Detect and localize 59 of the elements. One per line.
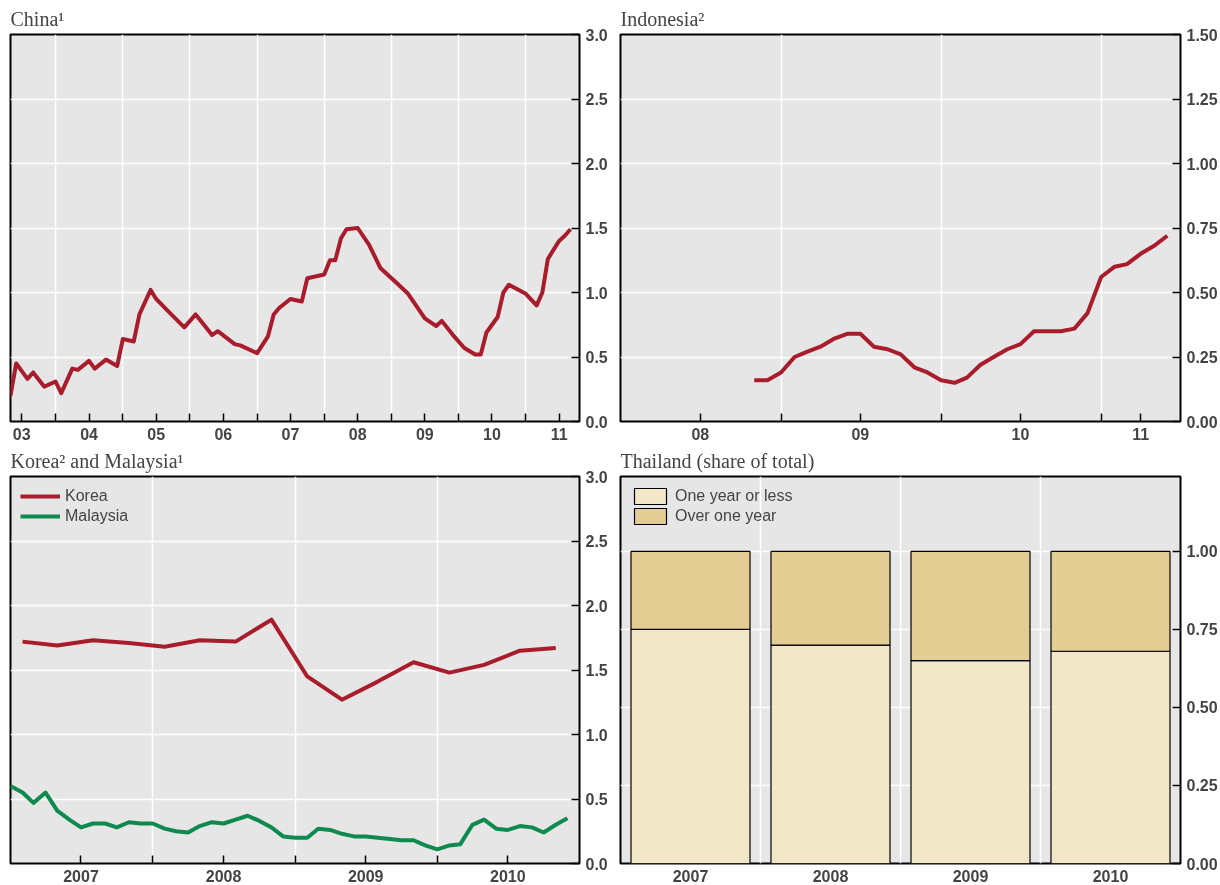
y-tick-label: 0.5 xyxy=(585,349,608,366)
line-series xyxy=(10,226,573,398)
y-tick-label: 0.50 xyxy=(1186,699,1218,717)
y-tick-label: 2.5 xyxy=(585,91,608,108)
y-tick-label: 0.00 xyxy=(1186,413,1218,431)
chart-title: China¹ xyxy=(10,7,65,30)
x-tick-label: 2007 xyxy=(63,867,99,885)
x-tick-label: 04 xyxy=(80,425,99,443)
y-tick-label: 0.75 xyxy=(1186,220,1218,237)
chart-title: Thailand (share of total) xyxy=(620,449,815,473)
x-tick-label: 2008 xyxy=(812,867,849,885)
y-tick-label: 0.5 xyxy=(585,791,608,808)
x-tick-label: 10 xyxy=(1011,425,1030,443)
y-tick-label: 0.25 xyxy=(1186,349,1218,366)
x-tick-label: 2008 xyxy=(205,867,242,885)
x-tick-label: 2010 xyxy=(1092,867,1129,885)
line-series xyxy=(10,784,570,852)
x-tick-label: 11 xyxy=(550,425,568,443)
chart-title: Korea² and Malaysia¹ xyxy=(10,449,184,473)
y-tick-label: 2.0 xyxy=(585,155,608,173)
y-tick-label: 1.00 xyxy=(1186,155,1218,173)
y-tick-label: 2.0 xyxy=(585,597,608,615)
legend-label: Over one year xyxy=(675,507,777,525)
y-tick-label: 1.5 xyxy=(585,220,608,237)
x-tick-label: 10 xyxy=(483,425,501,443)
x-tick-label: 2009 xyxy=(347,867,384,885)
y-tick-label: 1.00 xyxy=(1186,543,1218,561)
y-tick-label: 1.5 xyxy=(585,662,608,679)
y-tick-label: 0.50 xyxy=(1186,284,1218,302)
y-tick-label: 1.50 xyxy=(1186,26,1218,44)
y-tick-label: 3.0 xyxy=(585,468,608,486)
x-tick-label: 2009 xyxy=(952,867,989,885)
x-tick-label: 07 xyxy=(281,425,300,443)
y-tick-label: 0.00 xyxy=(1186,855,1218,873)
x-tick-label: 2007 xyxy=(672,867,709,885)
x-tick-label: 09 xyxy=(415,425,434,443)
y-tick-label: 1.0 xyxy=(585,726,608,744)
y-tick-label: 0.75 xyxy=(1186,621,1218,639)
x-tick-label: 09 xyxy=(851,425,870,443)
y-tick-label: 0.0 xyxy=(585,855,608,873)
x-tick-label: 2010 xyxy=(490,867,526,885)
x-tick-label: 03 xyxy=(12,425,31,443)
y-tick-label: 1.0 xyxy=(585,284,608,302)
chart-title: Indonesia² xyxy=(620,7,705,30)
y-tick-label: 2.5 xyxy=(585,533,608,550)
x-tick-label: 08 xyxy=(348,425,367,443)
legend-label: One year or less xyxy=(675,487,793,505)
y-tick-label: 1.25 xyxy=(1186,91,1218,108)
legend-label: Korea xyxy=(65,487,108,505)
line-series xyxy=(20,617,558,702)
legend-label: Malaysia xyxy=(65,507,129,525)
y-tick-label: 0.25 xyxy=(1186,777,1218,795)
x-tick-label: 08 xyxy=(691,425,710,443)
y-tick-label: 0.0 xyxy=(585,413,608,431)
line-series xyxy=(752,233,1170,385)
y-tick-label: 3.0 xyxy=(585,26,608,44)
x-tick-label: 06 xyxy=(214,425,233,443)
x-tick-label: 05 xyxy=(147,425,166,443)
x-tick-label: 11 xyxy=(1132,425,1150,443)
